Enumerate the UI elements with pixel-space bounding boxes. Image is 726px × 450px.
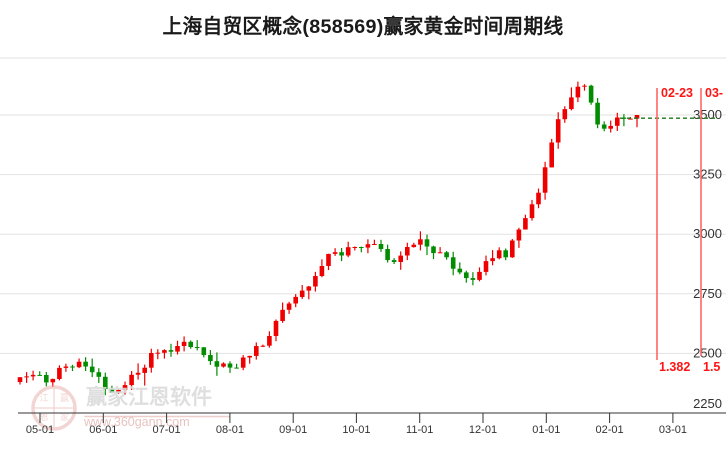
svg-text:3500: 3500 [693,107,722,122]
svg-text:1.382: 1.382 [659,360,690,374]
svg-text:2750: 2750 [693,286,722,301]
svg-text:03-01: 03-01 [659,424,687,436]
svg-text:赢家江恩软件: 赢家江恩软件 [86,385,212,409]
svg-text:10-01: 10-01 [342,424,370,436]
svg-text:3250: 3250 [693,167,722,182]
svg-text:08-01: 08-01 [216,424,244,436]
svg-text:11-01: 11-01 [406,424,433,436]
svg-text:05-01: 05-01 [26,424,54,436]
svg-text:2250: 2250 [693,396,722,411]
svg-text:01-01: 01-01 [532,424,560,436]
svg-text:03-: 03- [705,86,723,100]
svg-text:06-01: 06-01 [89,424,117,436]
svg-text:江: 江 [39,393,48,403]
svg-text:2500: 2500 [693,345,722,360]
svg-text:赢: 赢 [60,392,69,403]
svg-text:1.5: 1.5 [703,360,720,374]
svg-text:3000: 3000 [693,226,722,241]
svg-text:02-23: 02-23 [661,86,693,100]
svg-text:12-01: 12-01 [469,424,497,436]
svg-text:09-01: 09-01 [279,424,307,436]
svg-text:07-01: 07-01 [153,424,181,436]
svg-text:02-01: 02-01 [596,424,624,436]
